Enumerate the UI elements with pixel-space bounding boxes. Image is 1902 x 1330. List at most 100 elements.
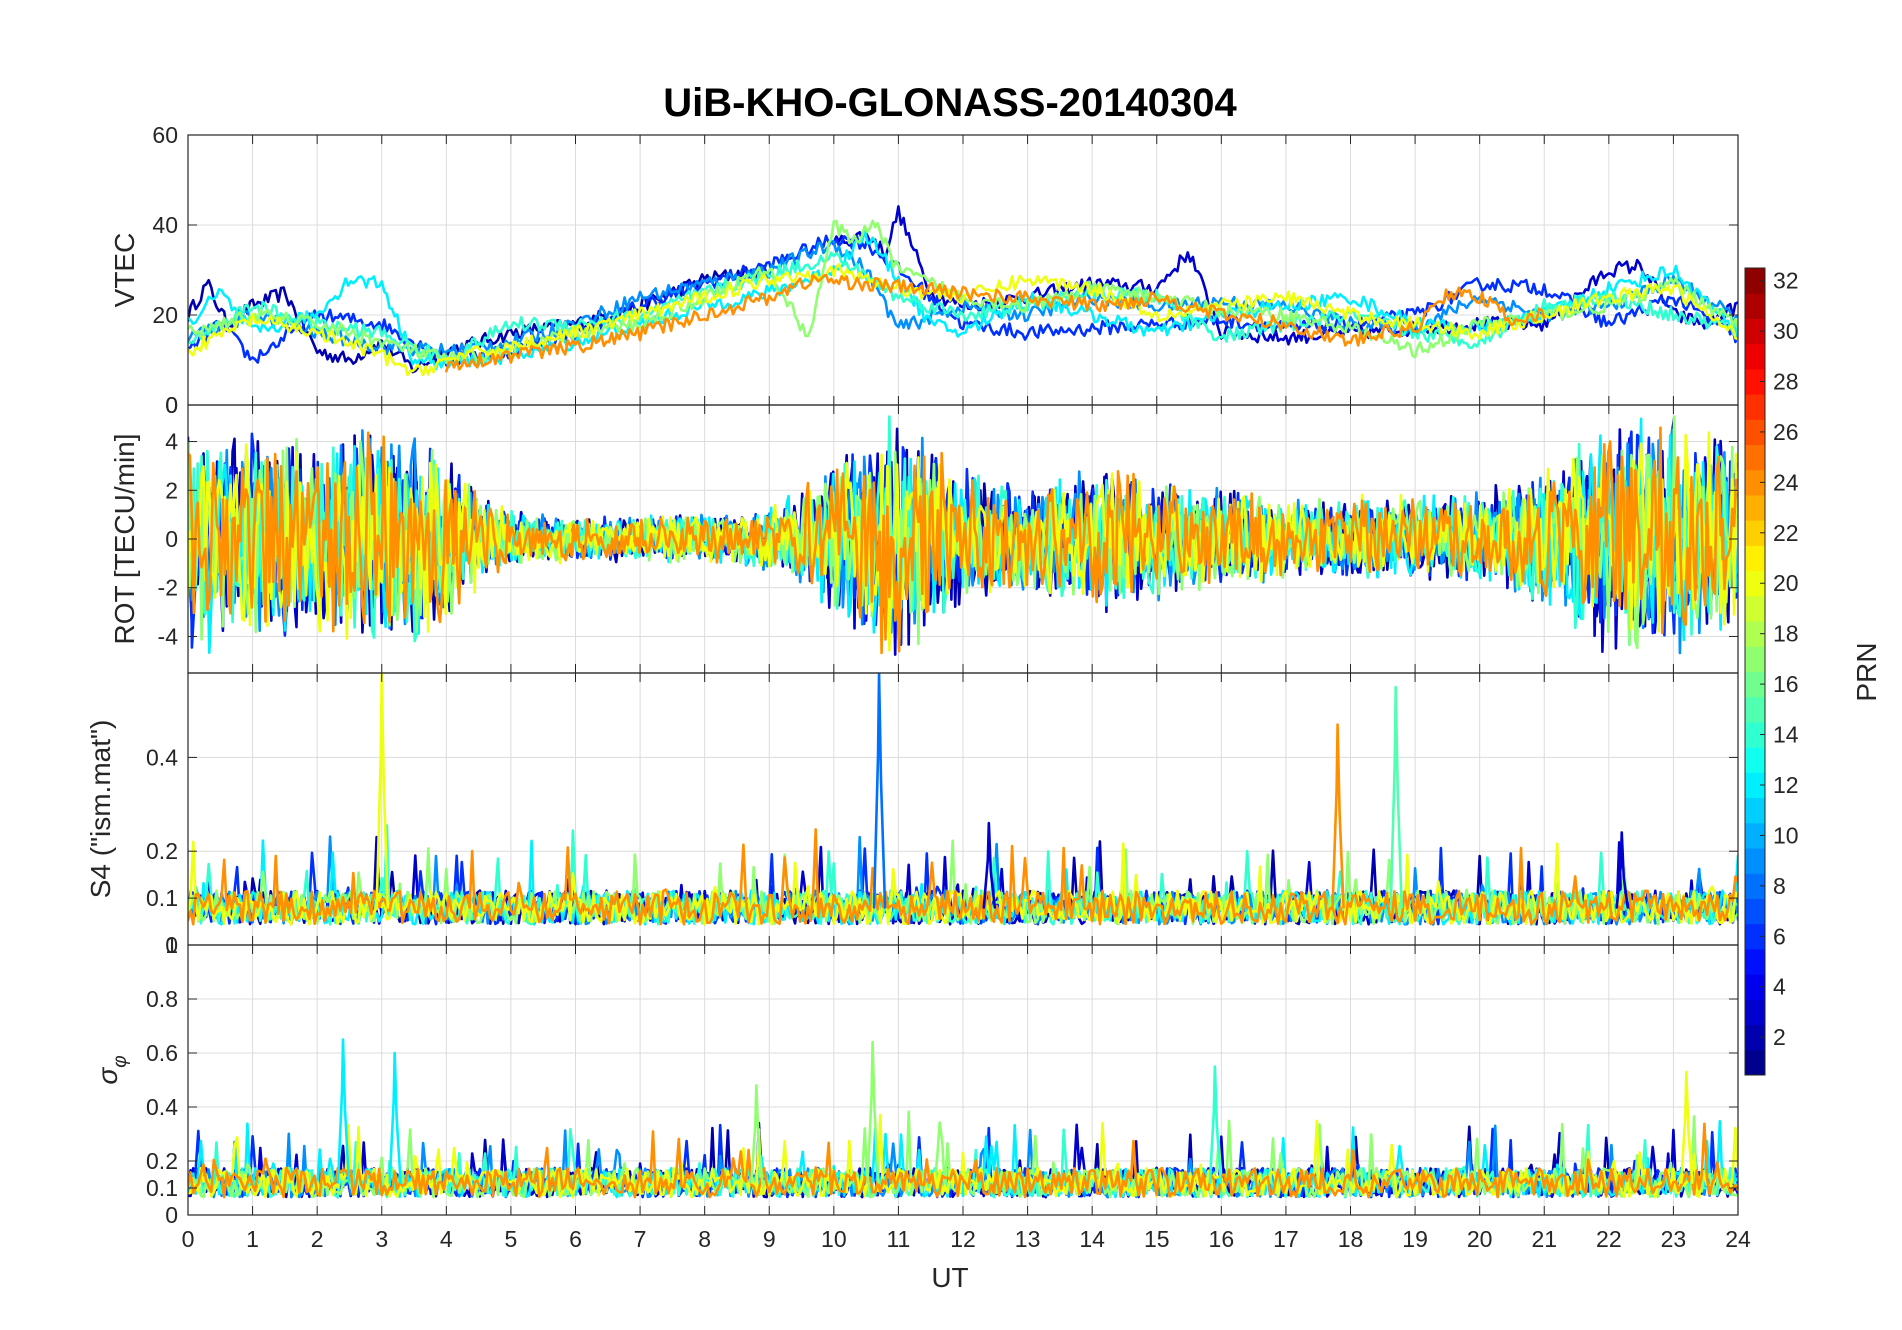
colorbar-segment (1745, 419, 1765, 446)
colorbar-segment (1745, 747, 1765, 773)
y-tick-label-sigma: 0.6 (146, 1040, 178, 1066)
x-tick-label: 2 (311, 1226, 324, 1252)
spike-prn-14 (1208, 1065, 1223, 1184)
spike-prn-20 (375, 673, 390, 909)
x-tick-label: 12 (950, 1226, 976, 1252)
colorbar-tick-label: 28 (1773, 368, 1799, 394)
sigma-trace-prn-24 (188, 1122, 1738, 1199)
y-tick-label-s4: 0.1 (146, 885, 178, 911)
colorbar-segment (1745, 268, 1765, 294)
s4-trace-prn-24 (188, 828, 1738, 926)
colorbar-segment (1745, 848, 1765, 874)
x-tick-label: 0 (182, 1226, 195, 1252)
series-line-prn-24 (445, 273, 1546, 373)
panel-rot: -4 -2 0 2 4 0 ROT [TECU/min] (109, 392, 1739, 674)
spike-prn-20 (1680, 1070, 1694, 1184)
y-axis-label-vtec: VTEC (109, 233, 140, 308)
colorbar-segment (1745, 343, 1765, 370)
colorbar-tick-label: 10 (1773, 822, 1799, 848)
colorbar-segment (1745, 595, 1765, 622)
rot-trace-prn-20 (188, 431, 1738, 652)
colorbar-segment (1745, 797, 1765, 824)
colorbar-label: PRN (1851, 642, 1882, 701)
colorbar-segment (1745, 948, 1765, 975)
x-tick-label: 14 (1079, 1226, 1105, 1252)
spike-prn-17 (750, 1084, 764, 1184)
y-tick-label-rot: -4 (158, 623, 179, 649)
x-tick-label: 8 (698, 1226, 711, 1252)
colorbar-tick-label: 32 (1773, 268, 1799, 294)
colorbar-segment (1745, 721, 1765, 748)
panel-s4: 0 0.1 0.2 0.4 S4 ("ism.mat") (85, 672, 1739, 958)
x-tick-label: 17 (1273, 1226, 1299, 1252)
y-tick-label-vtec: 20 (152, 302, 178, 328)
y-tick-label-rot: 2 (165, 477, 178, 503)
colorbar-tick-label: 12 (1773, 772, 1799, 798)
x-axis-label: UT (931, 1262, 968, 1293)
colorbar-segment (1745, 772, 1765, 799)
colorbar-tick-label: 30 (1773, 318, 1799, 344)
x-tick-label: 5 (505, 1226, 518, 1252)
colorbar-segment (1745, 974, 1765, 1000)
y-tick-label-rot: -2 (158, 575, 178, 601)
y-axis-label-rot: ROT [TECU/min] (109, 433, 140, 644)
colorbar-segment (1745, 646, 1765, 672)
y-tick-label-vtec: 60 (152, 122, 178, 148)
chart-title: UiB-KHO-GLONASS-20140304 (663, 81, 1237, 125)
series-line-prn-9 (188, 239, 1738, 358)
colorbar-segment (1745, 873, 1765, 899)
y-tick-label-sigma: 0.1 (146, 1175, 178, 1201)
colorbar-segment (1745, 923, 1765, 950)
colorbar-tick-label: 4 (1773, 974, 1786, 1000)
x-tick-label: 6 (569, 1226, 582, 1252)
series-line-prn-17 (188, 219, 1738, 365)
x-tick-label: 4 (440, 1226, 453, 1252)
colorbar-segment (1745, 520, 1765, 546)
colorbar-segment (1745, 494, 1765, 521)
colorbar-segment (1745, 822, 1765, 849)
spike-prn-3 (982, 821, 997, 909)
colorbar-segment (1745, 293, 1765, 319)
x-tick-label: 16 (1209, 1226, 1235, 1252)
x-tick-label: 18 (1338, 1226, 1364, 1252)
y-tick-label-sigma: 0.4 (146, 1094, 178, 1120)
colorbar-segment (1745, 368, 1765, 395)
traces-rot (188, 415, 1738, 656)
colorbar-tick-label: 2 (1773, 1024, 1786, 1050)
x-tick-label: 23 (1661, 1226, 1687, 1252)
colorbar-segment (1745, 545, 1765, 572)
series-line-prn-6 (188, 234, 1738, 367)
x-tick-label: 9 (763, 1226, 776, 1252)
y-tick-label-sigma: 0.2 (146, 1148, 178, 1174)
colorbar-tick-label: 18 (1773, 621, 1799, 647)
colorbar-tick-label: 14 (1773, 722, 1799, 748)
x-tick-label: 15 (1144, 1226, 1170, 1252)
colorbar-frame (1744, 267, 1766, 1076)
x-tick-label: 21 (1531, 1226, 1557, 1252)
y-tick-label-rot: 4 (165, 429, 178, 455)
y-tick-label-s4: 0.2 (146, 838, 178, 864)
y-axis-label-s4: S4 ("ism.mat") (85, 720, 116, 899)
spike-prn-3 (1615, 831, 1630, 909)
series-line-prn-20 (188, 263, 1738, 377)
colorbar-segment (1745, 621, 1765, 647)
colorbar-segment (1745, 898, 1765, 925)
y-tick-label-top-rot: 0 (165, 392, 178, 418)
traces-vtec (188, 205, 1738, 377)
y-axis-label-sigma: σφ (92, 1055, 131, 1084)
x-tick-label: 20 (1467, 1226, 1493, 1252)
colorbar-segment (1745, 999, 1765, 1026)
colorbar-segment (1745, 671, 1765, 698)
spike-prn-15 (1389, 685, 1404, 909)
colorbar-segment (1745, 318, 1765, 345)
colorbar-tick-label: 20 (1773, 570, 1799, 596)
y-axis-label-sigma-sub: φ (110, 1055, 131, 1067)
colorbar-segment (1745, 444, 1765, 471)
x-tick-label: 3 (375, 1226, 388, 1252)
colorbar-tick-label: 22 (1773, 520, 1799, 546)
spike-prn-17 (866, 1040, 880, 1184)
colorbar-segment (1745, 1049, 1765, 1076)
y-tick-label-s4: 0.4 (146, 744, 178, 770)
spike-prn-24 (1331, 723, 1345, 909)
